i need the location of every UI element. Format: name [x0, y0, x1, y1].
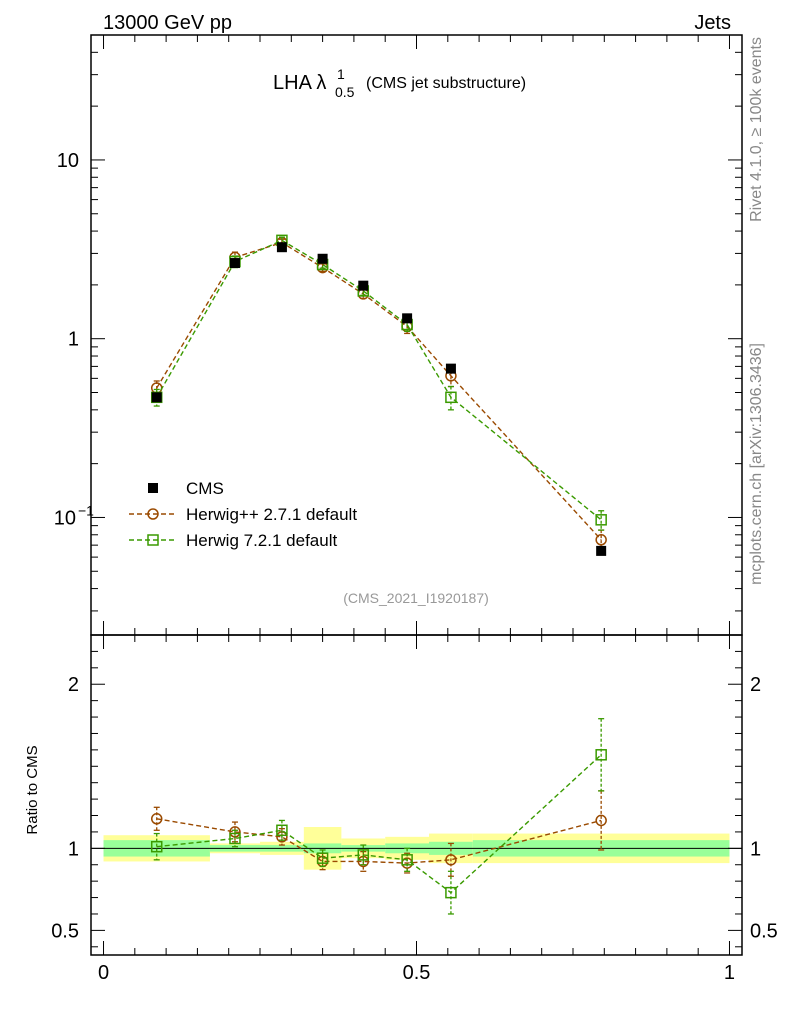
chart-title-main: LHA λ — [273, 72, 326, 94]
herwig7-main-point — [595, 514, 607, 526]
main-y-tick-label: 10 — [54, 507, 76, 529]
legend-label: Herwig 7.2.1 default — [186, 531, 337, 550]
cms-data-point — [317, 253, 328, 264]
herwig7-ratio-line — [156, 754, 602, 894]
cms-data-point — [151, 392, 162, 403]
ratio-frame — [90, 634, 743, 956]
cms-data-point — [229, 258, 240, 269]
herwig7-main-point — [445, 391, 457, 404]
ratio-y-tick-label-right: 0.5 — [750, 920, 778, 942]
x-tick-label: 1 — [724, 962, 735, 984]
legend-marker — [147, 508, 159, 520]
chart-title: LHA λ 1 0.5 (CMS jet substructure) — [273, 66, 526, 100]
cms-data-point — [402, 313, 413, 324]
herwig7-ratio-point — [595, 749, 607, 761]
x-tick-label: 0.5 — [403, 962, 431, 984]
legend-label: CMS — [186, 479, 224, 498]
analysis-watermark: (CMS_2021_I1920187) — [343, 590, 489, 606]
rivet-info-text: Rivet 4.1.0, ≥ 100k events — [748, 37, 765, 222]
cms-data-point — [358, 280, 369, 291]
ratio-y-tick-label-left: 2 — [68, 674, 79, 696]
herwig7-ratio-point — [401, 854, 413, 866]
ratio-y-tick-label-left: 1 — [68, 838, 79, 860]
main-y-tick-label-exponent: −1 — [78, 502, 94, 518]
legend-marker — [147, 534, 159, 546]
legend: CMS Herwig++ 2.7.1 default Herwig 7.2.1 de… — [129, 479, 357, 550]
main-y-tick-label: 1 — [68, 329, 79, 351]
cms-data-point — [596, 545, 607, 556]
chart-title-sub: 0.5 — [335, 84, 355, 100]
main-y-tick-label: 10 — [57, 150, 79, 172]
x-tick-label: 0 — [98, 962, 109, 984]
herwigpp-main-line — [156, 241, 602, 541]
herwig7-ratio-point — [276, 824, 288, 837]
cms-data-point — [276, 242, 287, 253]
herwig7-ratio-point — [357, 849, 370, 861]
header-left-label: 13000 GeV pp — [103, 12, 232, 34]
header-right-label: Jets — [694, 12, 731, 34]
herwigpp-ratio-point — [445, 854, 457, 866]
legend-cms-marker — [148, 483, 158, 493]
ratio-y-tick-label-right: 2 — [750, 674, 761, 696]
main-panel: LHA λ 1 0.5 (CMS jet substructure) (CMS_… — [54, 34, 743, 636]
ratio-y-tick-label-right: 1 — [750, 838, 761, 860]
chart-title-sup: 1 — [337, 66, 345, 82]
herwig7-ratio-point — [316, 852, 329, 864]
chart-title-suffix: (CMS jet substructure) — [366, 75, 526, 92]
herwig7-ratio-point — [150, 840, 163, 853]
herwig7-ratio-point — [445, 886, 457, 899]
herwigpp-main-point — [595, 534, 607, 546]
herwig7-main-line — [156, 239, 602, 521]
herwigpp-ratio-point — [150, 813, 163, 825]
herwig7-ratio-point — [229, 832, 241, 845]
herwigpp-ratio-line — [156, 818, 602, 864]
herwigpp-ratio-point — [595, 814, 607, 827]
ratio-y-label: Ratio to CMS — [24, 745, 41, 834]
mcplots-info-text: mcplots.cern.ch [arXiv:1306.3436] — [748, 343, 765, 585]
cms-data-point — [445, 363, 456, 374]
ratio-panel: 0.5 0.5 1 1 2 2 Ratio to CMS — [24, 634, 778, 956]
ratio-y-tick-label-left: 0.5 — [51, 920, 79, 942]
legend-label: Herwig++ 2.7.1 default — [186, 505, 357, 524]
